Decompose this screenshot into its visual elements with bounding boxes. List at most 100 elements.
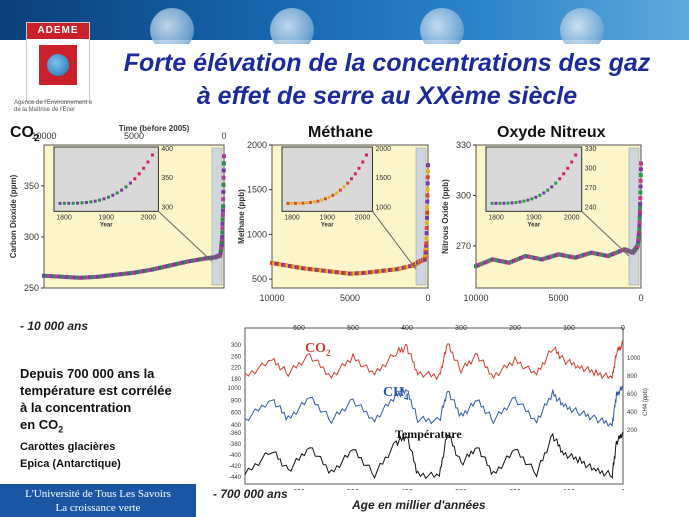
data-point (198, 257, 203, 262)
data-point (637, 209, 642, 214)
data-point (575, 254, 580, 259)
data-point (425, 169, 430, 174)
data-point (188, 259, 193, 264)
data-point (381, 268, 386, 273)
right-y-tick: 200 (627, 428, 638, 434)
inset-data-point (93, 199, 97, 203)
text-line-4-sub: 2 (58, 424, 64, 435)
data-point (142, 268, 147, 273)
data-point (388, 267, 393, 272)
x-tick-top: 600 (293, 325, 305, 332)
data-point (345, 271, 350, 276)
data-point (425, 193, 430, 198)
data-point (476, 263, 481, 268)
inset-y-tick: 300 (585, 165, 597, 172)
data-point (191, 258, 196, 263)
x-tick-bottom: 600 (293, 489, 305, 490)
inset-data-point (305, 201, 309, 205)
text-line-1: Depuis 700 000 ans la (20, 366, 155, 381)
inset-connector (158, 210, 213, 262)
inset-data-point (71, 201, 75, 205)
right-y-tick: 600 (627, 392, 638, 398)
inset-data-point (335, 191, 339, 195)
data-point (363, 270, 368, 275)
data-point (492, 257, 497, 262)
inset-data-point (124, 185, 128, 189)
y-tick-label: 330 (456, 140, 471, 150)
data-point (155, 266, 160, 271)
inset-data-point (574, 153, 578, 157)
data-point (521, 254, 526, 259)
x-tick-top: 200 (509, 325, 521, 332)
data-point (281, 262, 286, 267)
x-tick-bottom: 400 (401, 489, 413, 490)
data-point (312, 267, 317, 272)
data-point (114, 272, 118, 277)
data-point (62, 274, 67, 279)
data-point (336, 270, 341, 275)
series-label-0: CO2 (305, 341, 331, 358)
inset-data-point (286, 201, 290, 205)
series-label-1: CH4 (383, 385, 409, 402)
data-point (598, 252, 603, 257)
inset-data-point (128, 181, 132, 185)
inset-data-point (357, 166, 361, 170)
data-point (511, 258, 516, 263)
inset-data-point (115, 191, 119, 195)
data-point (175, 261, 180, 266)
n2o-chart: 10000 5000 0 270 300 330 Nitrous Oxide (ppb) 18… (441, 140, 644, 303)
inset-data-point (150, 153, 154, 157)
inset-x-tick: 1800 (488, 214, 504, 221)
data-point (220, 230, 225, 235)
data-point (221, 204, 226, 209)
data-point (132, 270, 136, 275)
right-y-tick: 800 (627, 374, 638, 380)
data-point (222, 154, 226, 159)
x-tick-label: 10000 (31, 131, 56, 141)
data-point (568, 254, 573, 259)
data-point (314, 267, 319, 272)
inset-plot (485, 146, 583, 212)
ice-core-chart: 6006005005004004003003002002001001000018… (228, 325, 649, 490)
inset-y-tick: 240 (585, 204, 597, 211)
x-tick-bottom: 200 (509, 489, 521, 490)
data-point (376, 269, 381, 274)
data-point (587, 251, 592, 256)
data-point (594, 251, 599, 256)
data-point (370, 270, 375, 275)
age-axis-label: Age en millier d'années (352, 498, 486, 512)
logo-text: ADEME (27, 23, 89, 39)
inset-x-tick: 1900 (526, 214, 542, 221)
data-point (424, 236, 429, 241)
data-point (638, 201, 643, 206)
co2-heading-sub: 2 (34, 133, 40, 145)
data-point (636, 236, 641, 241)
data-point (134, 270, 139, 275)
data-point (276, 262, 281, 267)
data-point (287, 264, 292, 269)
y-axis-label: Nitrous Oxide (ppb) (441, 179, 450, 254)
data-point (70, 275, 75, 280)
data-point (220, 234, 225, 239)
inset-y-tick: 270 (585, 185, 597, 192)
data-point (126, 271, 131, 276)
data-point (220, 217, 225, 222)
data-point (582, 252, 587, 257)
data-point (278, 262, 283, 267)
data-point (589, 250, 594, 255)
footer-bar: L'Université de Tous Les Savoirs La croi… (0, 484, 196, 517)
data-point (613, 251, 618, 256)
data-point (639, 161, 643, 166)
data-point (303, 266, 308, 271)
footer-line-2: La croissance verte (55, 502, 141, 514)
data-point (283, 263, 288, 268)
x-tick-bottom: 0 (621, 489, 625, 490)
data-point (221, 182, 226, 187)
data-point (558, 252, 563, 257)
inset-data-point (316, 199, 320, 203)
data-point (596, 252, 601, 257)
data-point (580, 253, 585, 258)
data-point (537, 256, 542, 261)
data-point (573, 255, 577, 260)
text-line-5: Carottes glacières (20, 440, 116, 453)
